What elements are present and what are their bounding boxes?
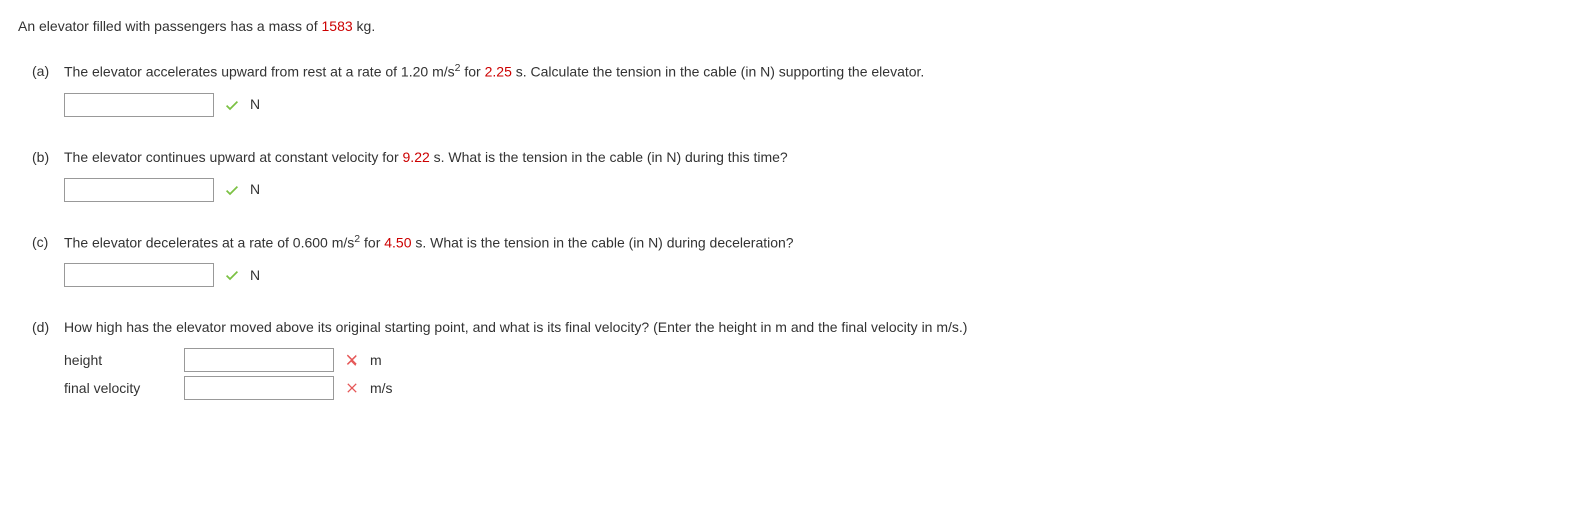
part-a-answer-row: N (64, 93, 1562, 117)
part-a: (a) The elevator accelerates upward from… (32, 61, 1562, 117)
intro-text-pre: An elevator filled with passengers has a… (18, 18, 322, 34)
part-d-velocity-input[interactable] (184, 376, 334, 400)
check-icon (224, 182, 240, 198)
check-icon (224, 267, 240, 283)
height-label: height (64, 350, 174, 371)
check-icon (224, 97, 240, 113)
part-d-height-row: height m (64, 348, 1562, 372)
cross-icon (344, 380, 360, 396)
part-a-unit: N (250, 94, 260, 115)
part-d-velocity-row: final velocity m/s (64, 376, 1562, 400)
part-b-answer-row: N (64, 178, 1562, 202)
part-d-label: (d) (32, 317, 64, 400)
part-b-unit: N (250, 179, 260, 200)
part-c-question: The elevator decelerates at a rate of 0.… (64, 232, 1562, 254)
part-c-unit: N (250, 265, 260, 286)
part-a-input[interactable] (64, 93, 214, 117)
intro-text-post: kg. (353, 18, 376, 34)
part-b: (b) The elevator continues upward at con… (32, 147, 1562, 202)
height-unit: m (370, 350, 382, 371)
part-c: (c) The elevator decelerates at a rate o… (32, 232, 1562, 288)
part-d-question: How high has the elevator moved above it… (64, 317, 1562, 338)
part-b-label: (b) (32, 147, 64, 202)
part-b-question: The elevator continues upward at constan… (64, 147, 1562, 168)
mass-value: 1583 (322, 18, 353, 34)
part-c-input[interactable] (64, 263, 214, 287)
part-a-label: (a) (32, 61, 64, 117)
velocity-unit: m/s (370, 378, 393, 399)
part-b-input[interactable] (64, 178, 214, 202)
cross-icon (344, 352, 360, 368)
part-c-answer-row: N (64, 263, 1562, 287)
part-c-label: (c) (32, 232, 64, 288)
part-a-question: The elevator accelerates upward from res… (64, 61, 1562, 83)
part-d: (d) How high has the elevator moved abov… (32, 317, 1562, 400)
part-d-height-input[interactable] (184, 348, 334, 372)
velocity-label: final velocity (64, 378, 174, 399)
problem-statement: An elevator filled with passengers has a… (18, 16, 1562, 37)
parts-container: (a) The elevator accelerates upward from… (18, 61, 1562, 400)
